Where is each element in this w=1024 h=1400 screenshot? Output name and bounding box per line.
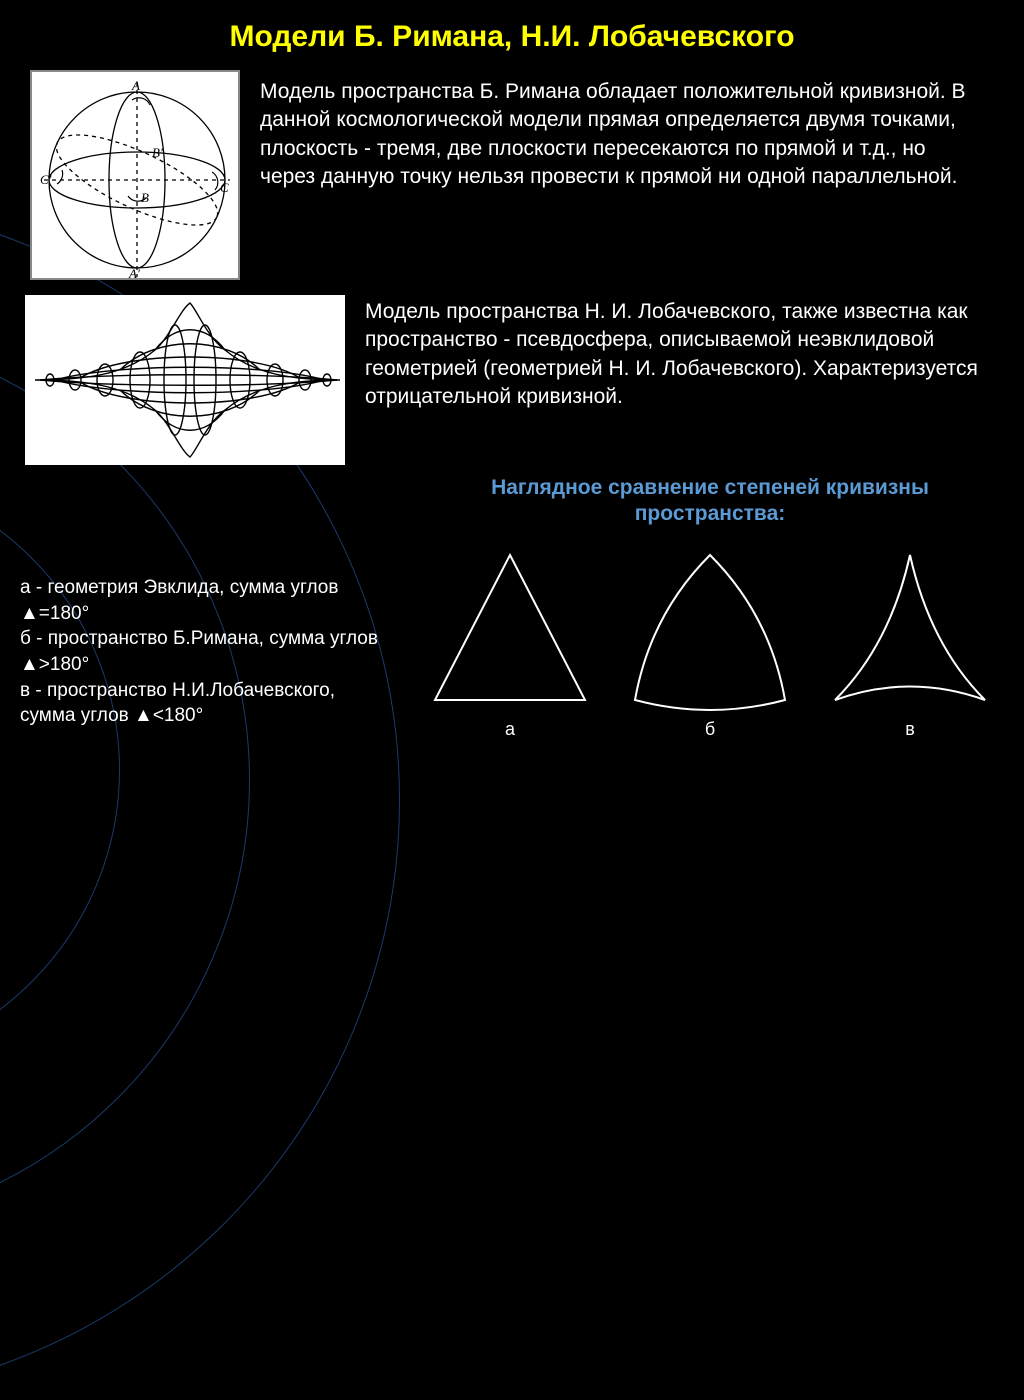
curvature-triangles: а б в bbox=[420, 545, 1000, 745]
label-B: B bbox=[141, 190, 149, 205]
riemann-paragraph: Модель пространства Б. Римана обладает п… bbox=[260, 78, 970, 191]
label-C: C bbox=[220, 180, 229, 195]
tri-label-c: в bbox=[905, 719, 915, 739]
label-A: A bbox=[131, 78, 140, 93]
lobachevsky-paragraph: Модель пространства Н. И. Лобачевского, … bbox=[365, 298, 995, 411]
orbit-deco bbox=[0, 470, 120, 1070]
legend-c: в - пространство Н.И.Лобачевского, сумма… bbox=[20, 678, 390, 729]
comparison-subtitle: Наглядное сравнение степеней кривизны пр… bbox=[450, 475, 970, 528]
tri-label-a: а bbox=[505, 719, 516, 739]
tri-label-b: б bbox=[705, 719, 715, 739]
label-Bprime: B' bbox=[152, 145, 163, 160]
slide-title: Модели Б. Римана, Н.И. Лобачевского bbox=[0, 20, 1024, 54]
label-Cprime: C' bbox=[40, 172, 52, 187]
label-Aprime: A' bbox=[128, 266, 140, 281]
riemann-sphere-diagram: A A' B B' C C' bbox=[30, 70, 240, 280]
legend-a: а - геометрия Эвклида, сумма углов ▲=180… bbox=[20, 575, 390, 626]
legend-b: б - пространство Б.Римана, сумма углов ▲… bbox=[20, 626, 390, 677]
legend-list: а - геометрия Эвклида, сумма углов ▲=180… bbox=[20, 575, 390, 729]
pseudosphere-diagram bbox=[25, 295, 345, 465]
